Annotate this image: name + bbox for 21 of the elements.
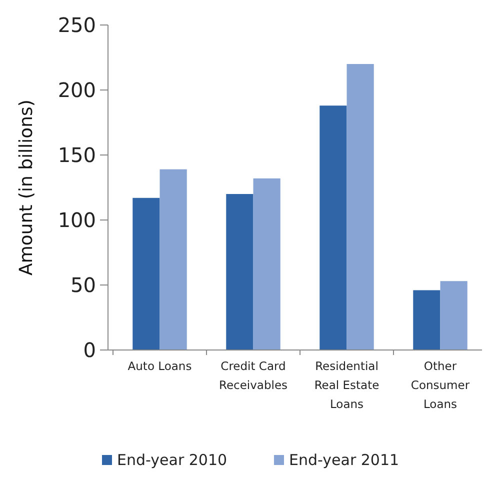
bar [320,106,347,350]
y-tick-label: 100 [58,208,96,232]
bar [226,194,254,350]
y-tick-label: 250 [58,13,96,37]
bar [132,198,160,350]
legend-label: End-year 2010 [117,451,228,469]
bar [160,169,187,350]
bar [253,178,280,350]
y-tick-label: 200 [58,78,96,102]
x-tick-label: Auto Loans [128,359,192,373]
x-tick-label: Residential Real Estate Loans [314,359,380,411]
y-tick-label: 150 [58,143,96,167]
y-axis-title: Amount (in billions) [16,100,37,276]
bar [413,290,440,350]
bar [440,281,468,350]
legend-label: End-year 2011 [289,451,400,469]
x-tick-label: Other Consumer Loans [410,359,470,411]
bar [346,64,374,350]
x-tick-label: Credit Card Receivables [218,359,288,392]
y-tick-label: 0 [83,338,96,362]
y-tick-label: 50 [70,273,96,297]
